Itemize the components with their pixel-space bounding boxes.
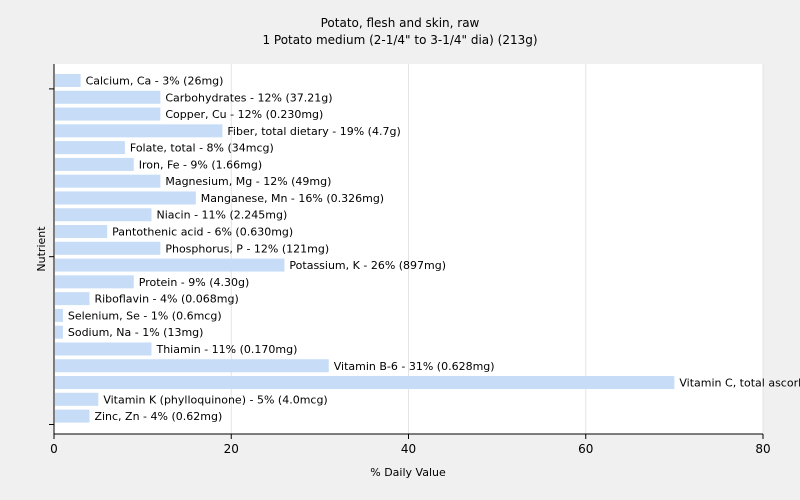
- x-tick-label: 0: [50, 442, 58, 456]
- bar: [55, 90, 161, 104]
- bar-label: Protein - 9% (4.30g): [139, 276, 250, 289]
- x-tick-label: 80: [755, 442, 770, 456]
- bar: [55, 225, 108, 239]
- bar-label: Vitamin B-6 - 31% (0.628mg): [334, 360, 495, 373]
- bar: [55, 275, 134, 289]
- bar: [55, 174, 161, 188]
- x-tick-label: 20: [224, 442, 239, 456]
- bar-label: Riboflavin - 4% (0.068mg): [94, 293, 238, 306]
- bar: [55, 359, 329, 373]
- bar: [55, 241, 161, 255]
- bar-label: Potassium, K - 26% (897mg): [289, 259, 446, 272]
- bar-label: Fiber, total dietary - 19% (4.7g): [227, 125, 400, 138]
- bar-label: Selenium, Se - 1% (0.6mcg): [68, 309, 222, 322]
- bar-label: Folate, total - 8% (34mcg): [130, 142, 274, 155]
- y-axis-title: Nutrient: [35, 226, 48, 272]
- bar-label: Pantothenic acid - 6% (0.630mg): [112, 226, 293, 239]
- chart-title: Potato, flesh and skin, raw: [321, 16, 480, 30]
- bar: [55, 191, 196, 205]
- bar: [55, 258, 285, 272]
- bar: [55, 392, 99, 406]
- bar: [55, 342, 152, 356]
- bar-label: Iron, Fe - 9% (1.66mg): [139, 158, 262, 171]
- bar: [55, 157, 134, 171]
- bar-label: Magnesium, Mg - 12% (49mg): [165, 175, 331, 188]
- x-tick-label: 60: [578, 442, 593, 456]
- bar-label: Copper, Cu - 12% (0.230mg): [165, 108, 323, 121]
- bar-label: Carbohydrates - 12% (37.21g): [165, 91, 332, 104]
- bar: [55, 308, 63, 322]
- bar: [55, 107, 161, 121]
- bar: [55, 141, 125, 155]
- bar: [55, 376, 675, 390]
- bar-label: Manganese, Mn - 16% (0.326mg): [201, 192, 384, 205]
- chart-subtitle: 1 Potato medium (2-1/4" to 3-1/4" dia) (…: [262, 33, 537, 47]
- x-tick-label: 40: [401, 442, 416, 456]
- x-axis-title: % Daily Value: [370, 466, 446, 479]
- bar-label: Phosphorus, P - 12% (121mg): [165, 242, 329, 255]
- bar-label: Vitamin K (phylloquinone) - 5% (4.0mcg): [103, 393, 327, 406]
- bar-label: Zinc, Zn - 4% (0.62mg): [94, 410, 222, 423]
- bar: [55, 124, 223, 138]
- bar: [55, 74, 81, 87]
- axes: 0 20 40 60 80: [49, 64, 771, 456]
- bar-label: Calcium, Ca - 3% (26mg): [86, 75, 224, 88]
- bar: [55, 325, 63, 339]
- bar-label: Thiamin - 11% (0.170mg): [155, 343, 297, 356]
- bar-label: Niacin - 11% (2.245mg): [156, 209, 287, 222]
- grid-lines: [230, 64, 764, 434]
- bar-label: Vitamin C, total ascorbic acid - 70% (42…: [679, 377, 800, 390]
- bar: [55, 292, 90, 306]
- bar: [55, 208, 152, 222]
- bar: [55, 409, 90, 423]
- bars: Calcium, Ca - 3% (26mg) Carbohydrates - 1…: [55, 74, 800, 423]
- bar-label: Sodium, Na - 1% (13mg): [68, 326, 204, 339]
